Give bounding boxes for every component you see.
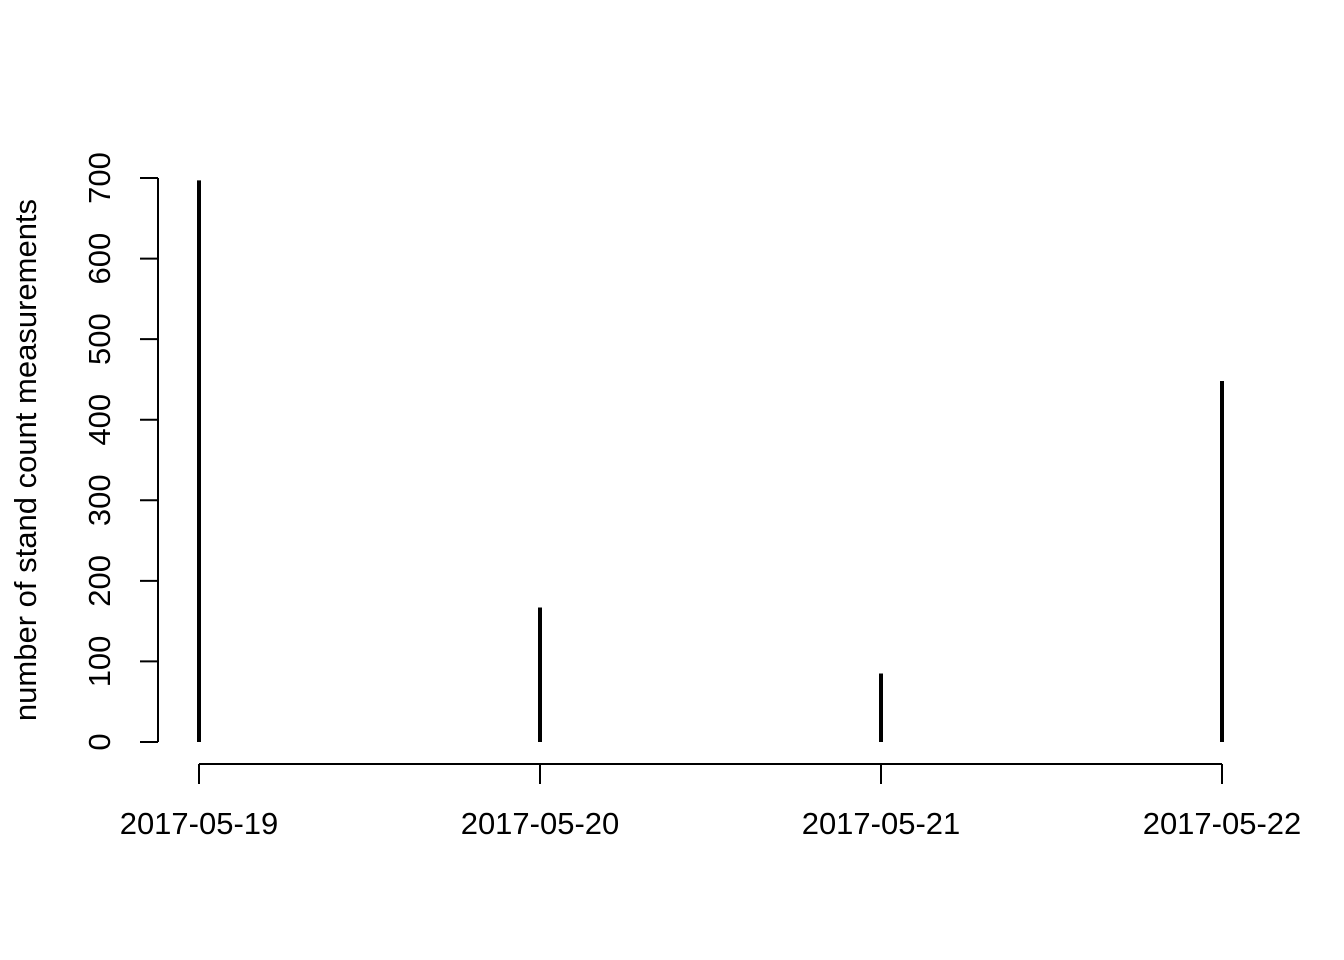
bars [197,180,1224,742]
x-axis: 2017-05-19 2017-05-20 2017-05-21 2017-05-22 [120,763,1302,841]
y-tick-label: 600 [82,233,117,285]
y-tick-label: 400 [82,394,117,446]
y-tick-label: 0 [82,733,117,750]
y-tick-label: 200 [82,555,117,607]
x-tick-label: 2017-05-21 [802,806,961,841]
y-tick-label: 700 [82,152,117,204]
x-tick-label: 2017-05-19 [120,806,279,841]
y-tick-label: 100 [82,636,117,688]
y-tick-label: 500 [82,313,117,365]
x-tick-label: 2017-05-22 [1143,806,1302,841]
y-axis-label: number of stand count measurements [8,199,43,721]
y-tick-label: 300 [82,474,117,526]
y-axis: 0 100 200 300 400 500 600 700 [82,152,159,751]
x-tick-label: 2017-05-20 [461,806,620,841]
